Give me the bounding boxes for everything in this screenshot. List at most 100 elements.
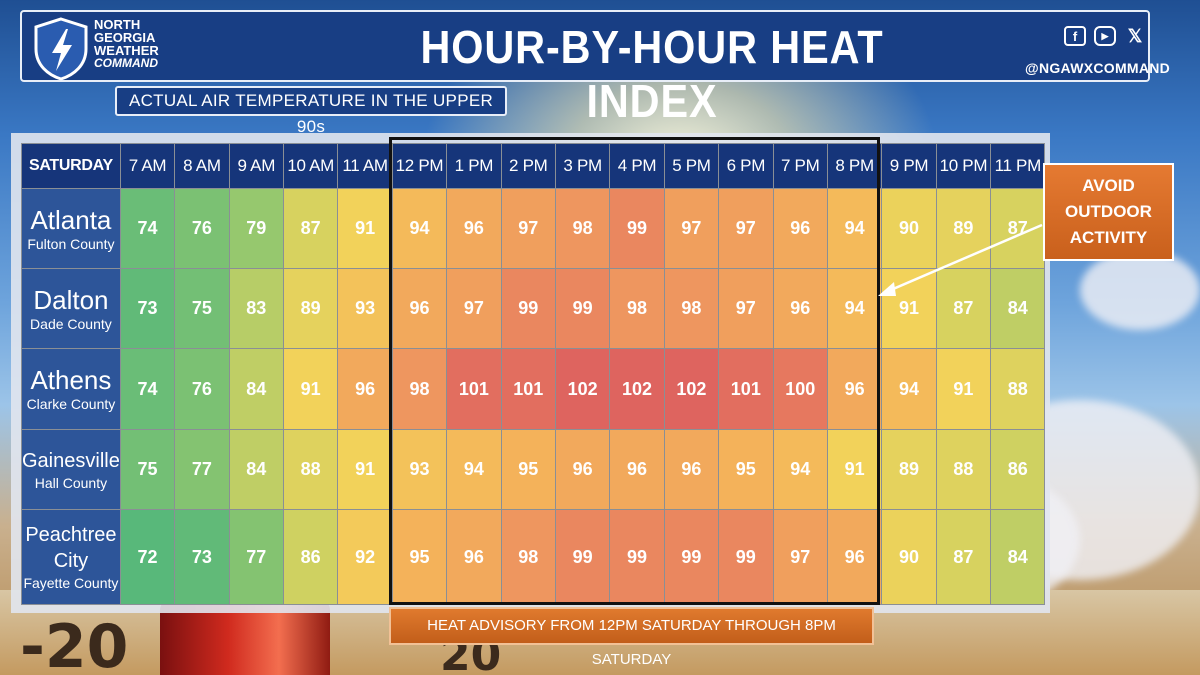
heat-index-cell: 72 xyxy=(119,509,176,605)
heat-index-cell: 84 xyxy=(228,429,285,510)
heat-index-cell: 102 xyxy=(609,348,665,430)
heat-index-cell: 95 xyxy=(718,429,774,510)
heat-index-cell: 99 xyxy=(500,268,556,349)
heat-index-cell: 96 xyxy=(826,509,883,605)
hour-header: 11 PM xyxy=(990,143,1046,189)
heat-index-cell: 97 xyxy=(500,188,556,269)
heat-index-cell: 96 xyxy=(826,348,883,430)
heat-index-cell: 99 xyxy=(663,509,720,605)
heat-index-cell: 98 xyxy=(554,188,611,269)
county-name: Dade County xyxy=(30,315,112,332)
heat-index-cell: 84 xyxy=(990,268,1046,349)
thermometer-scale-label: -20 xyxy=(20,612,129,675)
hour-header: 1 PM xyxy=(446,143,502,189)
hour-header: 8 AM xyxy=(174,143,230,189)
heat-index-cell: 76 xyxy=(174,188,230,269)
heat-index-cell: 77 xyxy=(228,509,285,605)
heat-index-cell: 94 xyxy=(826,188,883,269)
callout-line: OUTDOOR xyxy=(1065,202,1152,221)
header-bar: NORTH GEORGIA WEATHER COMMAND HOUR-BY-HO… xyxy=(20,10,1170,127)
hour-header: 7 PM xyxy=(772,143,828,189)
location-cell: Dalton Dade County xyxy=(21,268,121,349)
youtube-icon[interactable]: ▶ xyxy=(1094,26,1116,46)
county-name: Clarke County xyxy=(26,396,116,412)
heat-index-cell: 91 xyxy=(935,348,992,430)
logo-line: NORTH xyxy=(94,17,141,32)
heat-index-cell: 96 xyxy=(554,429,611,510)
heat-index-cell: 87 xyxy=(935,268,992,349)
heat-index-cell: 86 xyxy=(990,429,1046,510)
heat-index-cell: 96 xyxy=(446,188,502,269)
heat-index-cell: 83 xyxy=(228,268,285,349)
heat-index-cell: 89 xyxy=(881,429,937,510)
heat-index-cell: 98 xyxy=(609,268,665,349)
heat-index-cell: 91 xyxy=(337,429,393,510)
logo-line: GEORGIA xyxy=(94,30,156,45)
hour-header: 10 PM xyxy=(935,143,992,189)
heat-index-cell: 98 xyxy=(391,348,448,430)
heat-index-cell: 77 xyxy=(174,429,230,510)
heat-index-cell: 74 xyxy=(119,348,176,430)
table-row: Peachtree City Fayette County 72 73 77 8… xyxy=(21,509,1046,605)
heat-index-cell: 87 xyxy=(282,188,339,269)
hour-header: 12 PM xyxy=(391,143,448,189)
heat-index-cell: 91 xyxy=(337,188,393,269)
hour-header: 3 PM xyxy=(554,143,611,189)
heat-index-cell: 76 xyxy=(174,348,230,430)
heat-index-cell: 101 xyxy=(500,348,556,430)
heat-index-cell: 94 xyxy=(881,348,937,430)
callout-line: ACTIVITY xyxy=(1069,228,1148,247)
logo-line: WEATHER xyxy=(94,43,159,58)
heat-index-cell: 89 xyxy=(935,188,992,269)
county-name: Hall County xyxy=(34,474,108,491)
table-row: Dalton Dade County 73 75 83 89 93 96 97 … xyxy=(21,268,1046,349)
logo-wordmark: NORTH GEORGIA WEATHER COMMAND xyxy=(94,18,174,70)
heat-index-cell: 97 xyxy=(446,268,502,349)
heat-index-cell: 102 xyxy=(663,348,720,430)
table-row: Gainesville Hall County 75 77 84 88 91 9… xyxy=(21,429,1046,510)
subtitle-banner: ACTUAL AIR TEMPERATURE IN THE UPPER 90s xyxy=(115,86,507,136)
heat-index-cell: 94 xyxy=(826,268,883,349)
heat-index-cell: 79 xyxy=(228,188,285,269)
heat-index-cell: 99 xyxy=(554,268,611,349)
heat-index-cell: 101 xyxy=(718,348,774,430)
hour-header: 10 AM xyxy=(282,143,339,189)
x-icon[interactable]: 𝕏 xyxy=(1127,25,1143,46)
hour-header: 7 AM xyxy=(119,143,176,189)
heat-index-cell: 96 xyxy=(772,268,828,349)
city-name: Peachtree xyxy=(25,524,117,546)
callout-line: AVOID xyxy=(1082,176,1135,195)
heat-index-cell: 75 xyxy=(174,268,230,349)
heat-index-cell: 96 xyxy=(772,188,828,269)
heat-index-cell: 94 xyxy=(772,429,828,510)
heat-index-cell: 96 xyxy=(391,268,448,349)
heat-index-cell: 93 xyxy=(337,268,393,349)
heat-index-cell: 100 xyxy=(772,348,828,430)
hour-header: 5 PM xyxy=(663,143,720,189)
heat-index-cell: 95 xyxy=(500,429,556,510)
heat-index-cell: 99 xyxy=(554,509,611,605)
city-name: City xyxy=(53,550,89,572)
cloud xyxy=(1080,250,1200,330)
city-name: Dalton xyxy=(33,284,109,315)
heat-index-cell: 74 xyxy=(119,188,176,269)
heat-index-cell: 88 xyxy=(935,429,992,510)
heat-advisory-banner: HEAT ADVISORY FROM 12PM SATURDAY THROUGH… xyxy=(389,607,874,668)
day-label: SATURDAY xyxy=(21,143,121,189)
county-name: Fayette County xyxy=(23,575,119,591)
heat-index-cell: 96 xyxy=(663,429,720,510)
table-row: Athens Clarke County 74 76 84 91 96 98 1… xyxy=(21,348,1046,430)
hour-header: 9 PM xyxy=(881,143,937,189)
lightning-shield-icon xyxy=(34,17,88,81)
heat-index-cell: 84 xyxy=(990,509,1046,605)
heat-index-cell: 86 xyxy=(282,509,339,605)
heat-index-cell: 93 xyxy=(391,429,448,510)
logo-line: COMMAND xyxy=(94,56,158,70)
hour-header: 9 AM xyxy=(228,143,285,189)
heat-index-cell: 94 xyxy=(391,188,448,269)
page-title: HOUR-BY-HOUR HEAT INDEX xyxy=(420,21,884,127)
facebook-icon[interactable]: f xyxy=(1064,26,1086,46)
heat-index-cell: 90 xyxy=(881,188,937,269)
city-name: Atlanta xyxy=(30,204,112,235)
heat-index-cell: 73 xyxy=(119,268,176,349)
